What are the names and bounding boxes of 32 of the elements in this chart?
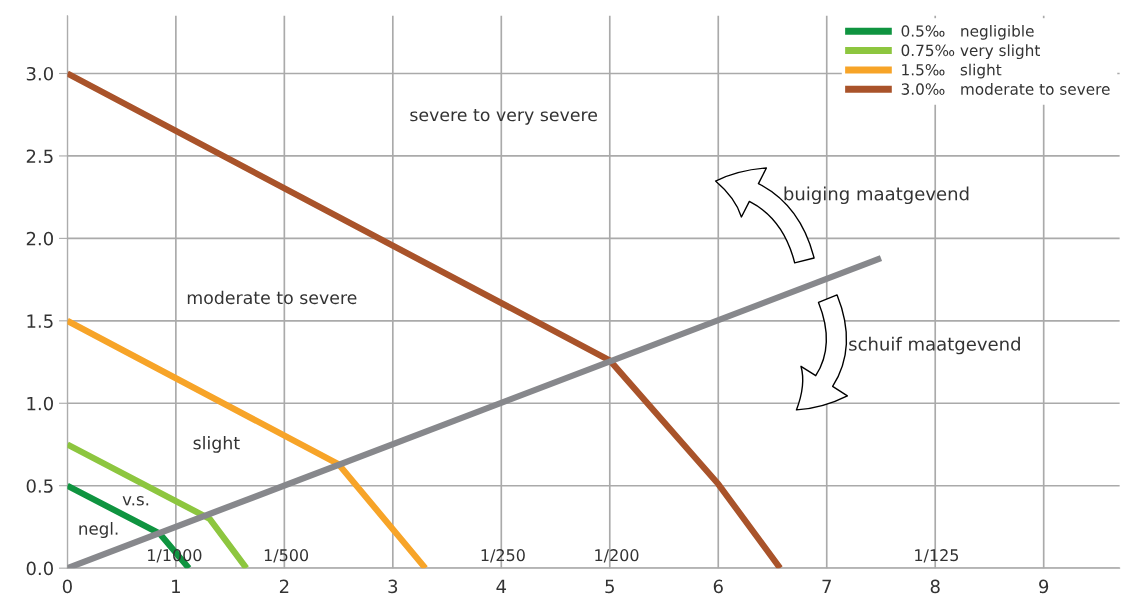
annotation: v.s.	[122, 496, 149, 506]
x-tick-label: 5	[605, 579, 614, 594]
x-tick-label: 4	[496, 579, 507, 593]
annotation: severe to very severe	[410, 108, 598, 125]
legend-label: 3.0‰ moderate to severe	[901, 83, 1110, 95]
annotation: negl.	[79, 521, 118, 539]
legend-label: 0.75‰ very slight	[901, 44, 1040, 60]
y-tick-label: 0.5	[26, 479, 53, 493]
y-tick-label: 3.0	[26, 66, 53, 81]
y-tick-label: 2.0	[26, 231, 53, 246]
y-tick-label: 0.0	[26, 561, 53, 576]
x-tick-label: 3	[388, 579, 398, 594]
x-tick-label: 7	[822, 579, 831, 593]
legend-label: 0.5‰ negligible	[901, 24, 1034, 40]
x-tick-label: 1	[172, 579, 180, 593]
y-tick-label: 1.5	[27, 314, 53, 328]
annotation: 1/200	[595, 549, 639, 563]
legend-label: 1.5‰ slight	[902, 63, 1002, 79]
annotation: slight	[193, 436, 240, 453]
annotation: 1/125	[915, 549, 959, 563]
x-tick-label: 6	[713, 579, 723, 594]
annotation: moderate to severe	[187, 290, 357, 305]
x-tick-label: 8	[930, 579, 940, 594]
annotation: schuif maatgevend	[849, 336, 1020, 355]
x-tick-label: 0	[62, 579, 72, 594]
y-tick-label: 2.5	[26, 149, 53, 164]
y-tick-label: 1.0	[27, 396, 53, 411]
x-tick-label: 2	[279, 579, 289, 593]
annotation: buiging maatgevend	[784, 186, 969, 205]
annotation: 1/500	[264, 549, 309, 563]
x-tick-label: 9	[1039, 579, 1049, 594]
annotation: 1/250	[481, 549, 525, 563]
